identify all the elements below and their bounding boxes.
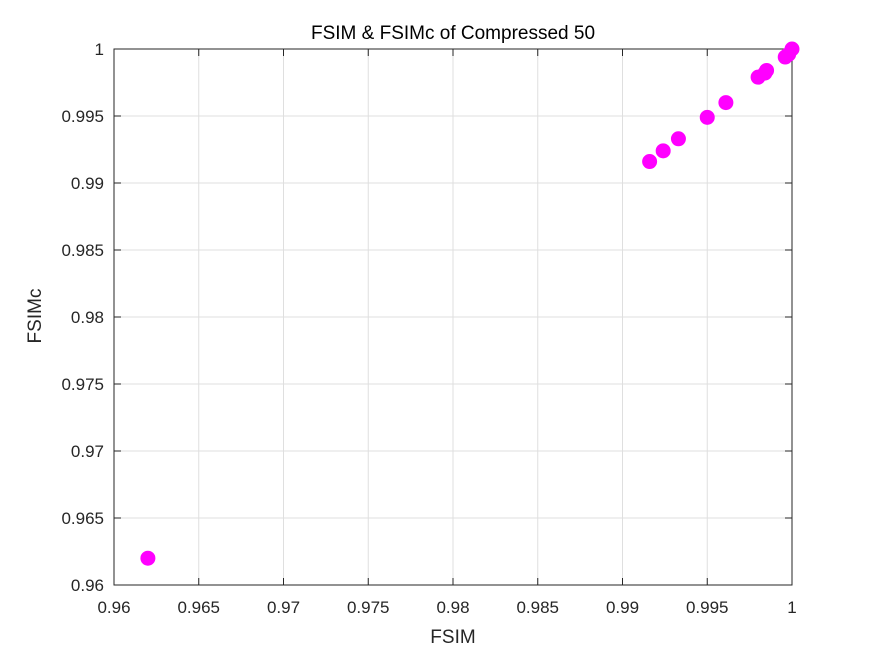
data-point	[140, 550, 156, 566]
y-tick-label: 0.98	[71, 308, 104, 327]
data-point	[655, 143, 671, 159]
x-axis-label: FSIM	[430, 627, 475, 648]
x-tick-label: 0.97	[267, 598, 300, 617]
data-point	[784, 41, 800, 57]
y-axis-label: FSIMc	[25, 289, 46, 344]
x-tick-label: 0.985	[516, 598, 559, 617]
x-tick-label: 0.965	[177, 598, 220, 617]
y-tick-label: 0.985	[61, 241, 104, 260]
data-points	[140, 41, 800, 566]
y-tick-label: 0.99	[71, 174, 104, 193]
axis-ticks: 0.96 0.965 0.97 0.975 0.98 0.985 0.99 0.995 1 0.9…	[61, 40, 796, 617]
y-tick-label: 1	[95, 40, 104, 59]
data-point	[642, 154, 658, 170]
y-tick-label: 0.96	[71, 576, 104, 595]
y-tick-label: 0.975	[61, 375, 104, 394]
data-point	[759, 62, 775, 78]
x-tick-label: 0.99	[606, 598, 639, 617]
y-tick-label: 0.965	[61, 509, 104, 528]
data-point	[718, 95, 734, 111]
x-tick-label: 1	[787, 598, 796, 617]
data-point	[699, 109, 715, 125]
x-tick-label: 0.995	[686, 598, 729, 617]
x-tick-label: 0.96	[97, 598, 130, 617]
x-tick-label: 0.975	[347, 598, 390, 617]
y-tick-label: 0.995	[61, 107, 104, 126]
data-point	[670, 131, 686, 147]
chart-title: FSIM & FSIMc of Compressed 50	[311, 23, 595, 44]
x-tick-label: 0.98	[436, 598, 469, 617]
y-tick-label: 0.97	[71, 442, 104, 461]
